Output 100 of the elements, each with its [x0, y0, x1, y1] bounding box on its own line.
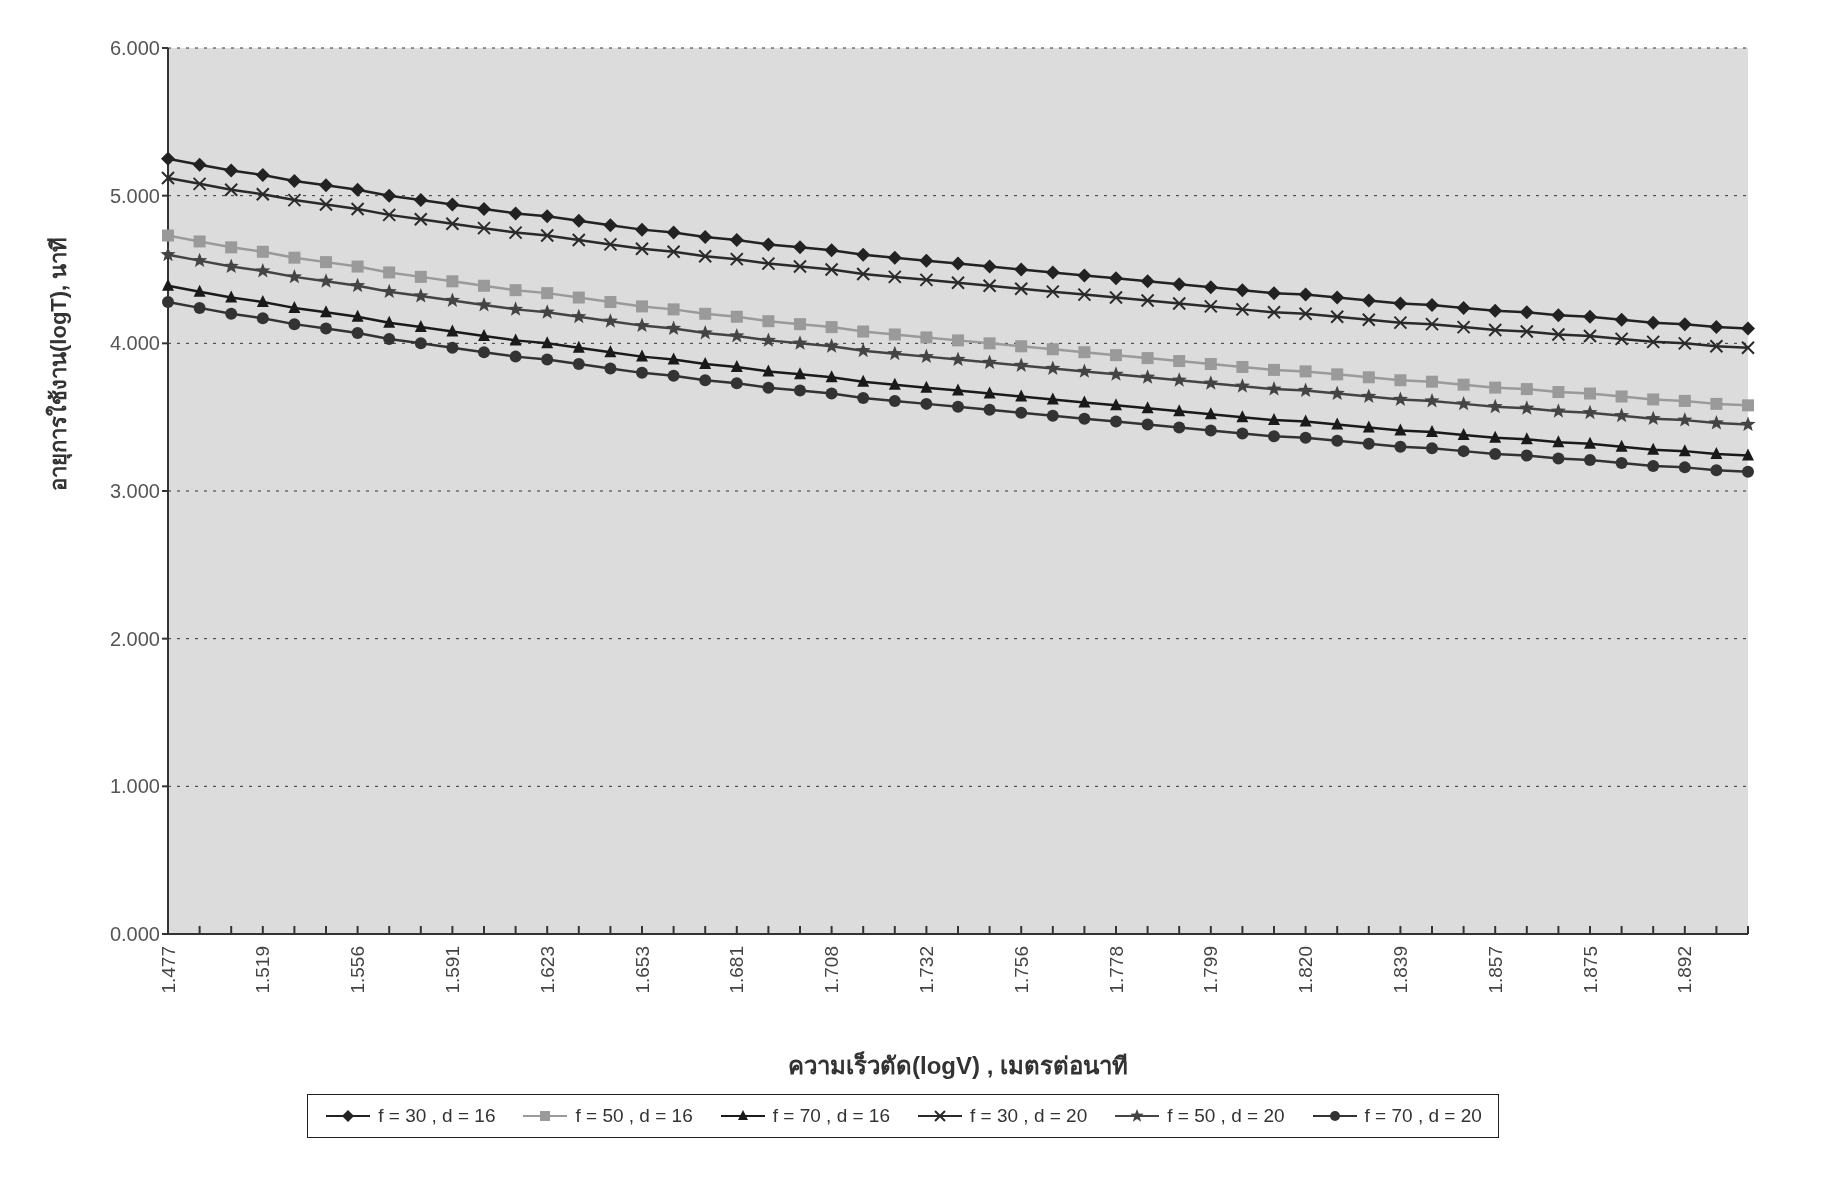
- point: [1426, 424, 1438, 437]
- point: [478, 279, 490, 292]
- point: [1519, 324, 1534, 339]
- point: [1583, 328, 1597, 343]
- point: [350, 182, 365, 197]
- point: [604, 345, 617, 358]
- x-tick-label: 1.653: [631, 946, 653, 994]
- point: [1394, 423, 1407, 436]
- point: [445, 197, 460, 212]
- point: [1392, 391, 1409, 406]
- point: [383, 315, 396, 328]
- point: [1487, 398, 1503, 414]
- point: [225, 290, 238, 303]
- point: [1078, 395, 1091, 408]
- point: [1394, 440, 1407, 453]
- point: [1361, 293, 1376, 308]
- point: [413, 193, 428, 208]
- point: [1046, 343, 1059, 356]
- point: [981, 354, 998, 369]
- point: [478, 346, 490, 359]
- point: [1077, 287, 1092, 302]
- point: [351, 327, 364, 339]
- point: [604, 295, 617, 308]
- point: [952, 334, 964, 347]
- point: [1267, 286, 1281, 301]
- point: [857, 325, 870, 338]
- point: [288, 251, 301, 264]
- x-tick-label: 1.892: [1674, 946, 1696, 994]
- point: [635, 241, 649, 256]
- point: [1488, 323, 1503, 338]
- point: [1299, 431, 1312, 444]
- x-tick-label: 1.623: [536, 946, 558, 994]
- point: [255, 262, 271, 278]
- point: [1046, 392, 1059, 405]
- point: [192, 157, 207, 172]
- point: [1362, 371, 1375, 384]
- point: [1709, 339, 1724, 354]
- point: [698, 230, 713, 245]
- point: [1141, 418, 1154, 431]
- point: [1236, 360, 1249, 373]
- point: [1330, 290, 1345, 305]
- point: [1584, 387, 1596, 400]
- point: [1234, 378, 1251, 393]
- point: [1710, 464, 1723, 477]
- point: [1078, 412, 1091, 425]
- point: [1045, 284, 1060, 299]
- point: [1361, 388, 1377, 403]
- point: [856, 247, 871, 262]
- point: [382, 188, 397, 203]
- point: [1742, 399, 1754, 412]
- point: [794, 384, 806, 397]
- point: [1015, 406, 1028, 419]
- point: [634, 317, 650, 333]
- point: [444, 292, 461, 307]
- point: [1647, 393, 1660, 406]
- point: [602, 313, 619, 328]
- point: [760, 332, 777, 347]
- point: [225, 241, 238, 254]
- point: [320, 305, 332, 318]
- point: [1329, 385, 1345, 401]
- point: [888, 328, 901, 341]
- point: [319, 197, 333, 212]
- point: [952, 400, 964, 413]
- point: [193, 284, 206, 297]
- point: [699, 307, 712, 320]
- point: [762, 364, 775, 377]
- point: [1519, 400, 1535, 415]
- point: [793, 240, 807, 255]
- point: [192, 176, 207, 191]
- y-tick-label: 2.000: [109, 627, 160, 650]
- point: [1677, 317, 1692, 332]
- point: [224, 163, 239, 178]
- point: [1709, 320, 1724, 335]
- point: [1742, 465, 1754, 478]
- point: [1677, 336, 1692, 351]
- point: [383, 266, 396, 279]
- point: [1551, 327, 1566, 342]
- point: [1645, 410, 1661, 426]
- point: [1299, 365, 1312, 378]
- point: [887, 250, 902, 265]
- point: [1615, 439, 1628, 452]
- point: [856, 266, 871, 281]
- point: [951, 275, 965, 290]
- point: [983, 386, 996, 399]
- point: [1204, 407, 1217, 420]
- x-tick-label: 1.820: [1295, 946, 1317, 994]
- point: [318, 273, 334, 288]
- point: [1015, 389, 1028, 402]
- point: [920, 397, 933, 410]
- point: [920, 331, 933, 344]
- point: [1520, 449, 1533, 462]
- point: [414, 320, 427, 333]
- point: [1299, 414, 1312, 427]
- point: [571, 308, 587, 324]
- x-tick-label: 1.756: [1010, 946, 1032, 994]
- x-tick-label: 1.875: [1579, 946, 1601, 994]
- point: [1046, 409, 1059, 422]
- point: [1171, 372, 1187, 387]
- point: [699, 357, 712, 370]
- point: [162, 278, 174, 291]
